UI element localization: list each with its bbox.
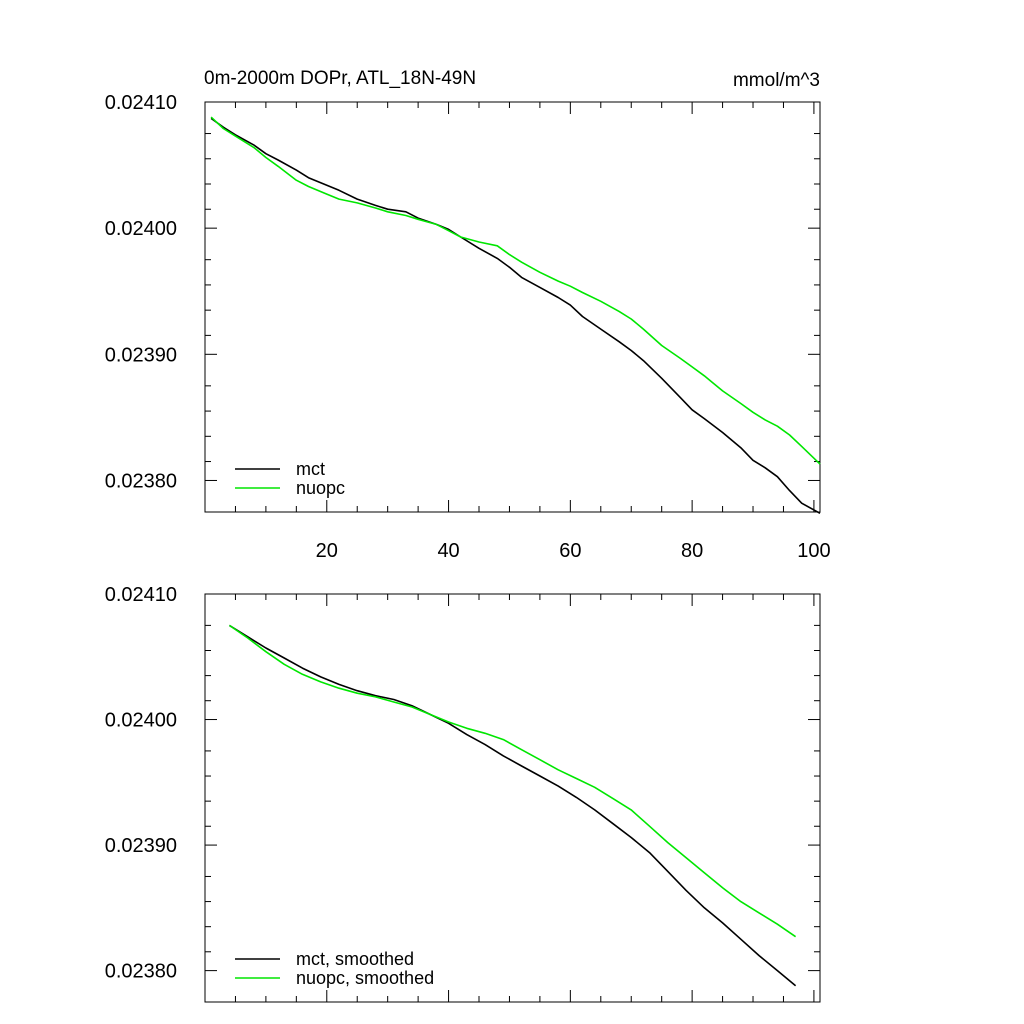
series-line-mct [210,117,821,515]
y-tick-label: 0.02410 [105,92,177,114]
y-tick-label: 0.02380 [105,470,177,492]
units-label: mmol/m^3 [733,70,820,91]
y-tick-label: 0.02400 [105,710,177,732]
legend-label: nuopc [296,478,345,498]
y-tick-label: 0.02390 [105,835,177,857]
series-line-nuopc-smoothed [228,624,797,938]
chart-title: 0m-2000m DOPr, ATL_18N-49N [204,68,476,89]
x-tick-label: 60 [559,540,581,562]
y-tick-label: 0.02410 [105,584,177,606]
x-tick-label: 100 [797,540,830,562]
plot-frame [204,101,821,513]
legend-label: nuopc, smoothed [296,968,434,988]
series-line-nuopc [210,116,821,465]
y-tick-label: 0.02400 [105,218,177,240]
x-tick-label: 80 [681,540,703,562]
x-tick-label: 40 [437,540,459,562]
legend-label: mct [296,459,325,479]
y-tick-label: 0.02390 [105,344,177,366]
legend-label: mct, smoothed [296,949,414,969]
series-line-mct-smoothed [228,624,797,987]
bottom-panel: 0.02380 0.02390 0.02400 0.02410 mct, smoothe… [105,584,821,1003]
x-tick-label: 20 [316,540,338,562]
y-tick-label: 0.02380 [105,961,177,983]
plot-frame [204,593,821,1003]
top-panel: 0m-2000m DOPr, ATL_18N-49N mmol/m^3 0.02… [105,68,831,562]
